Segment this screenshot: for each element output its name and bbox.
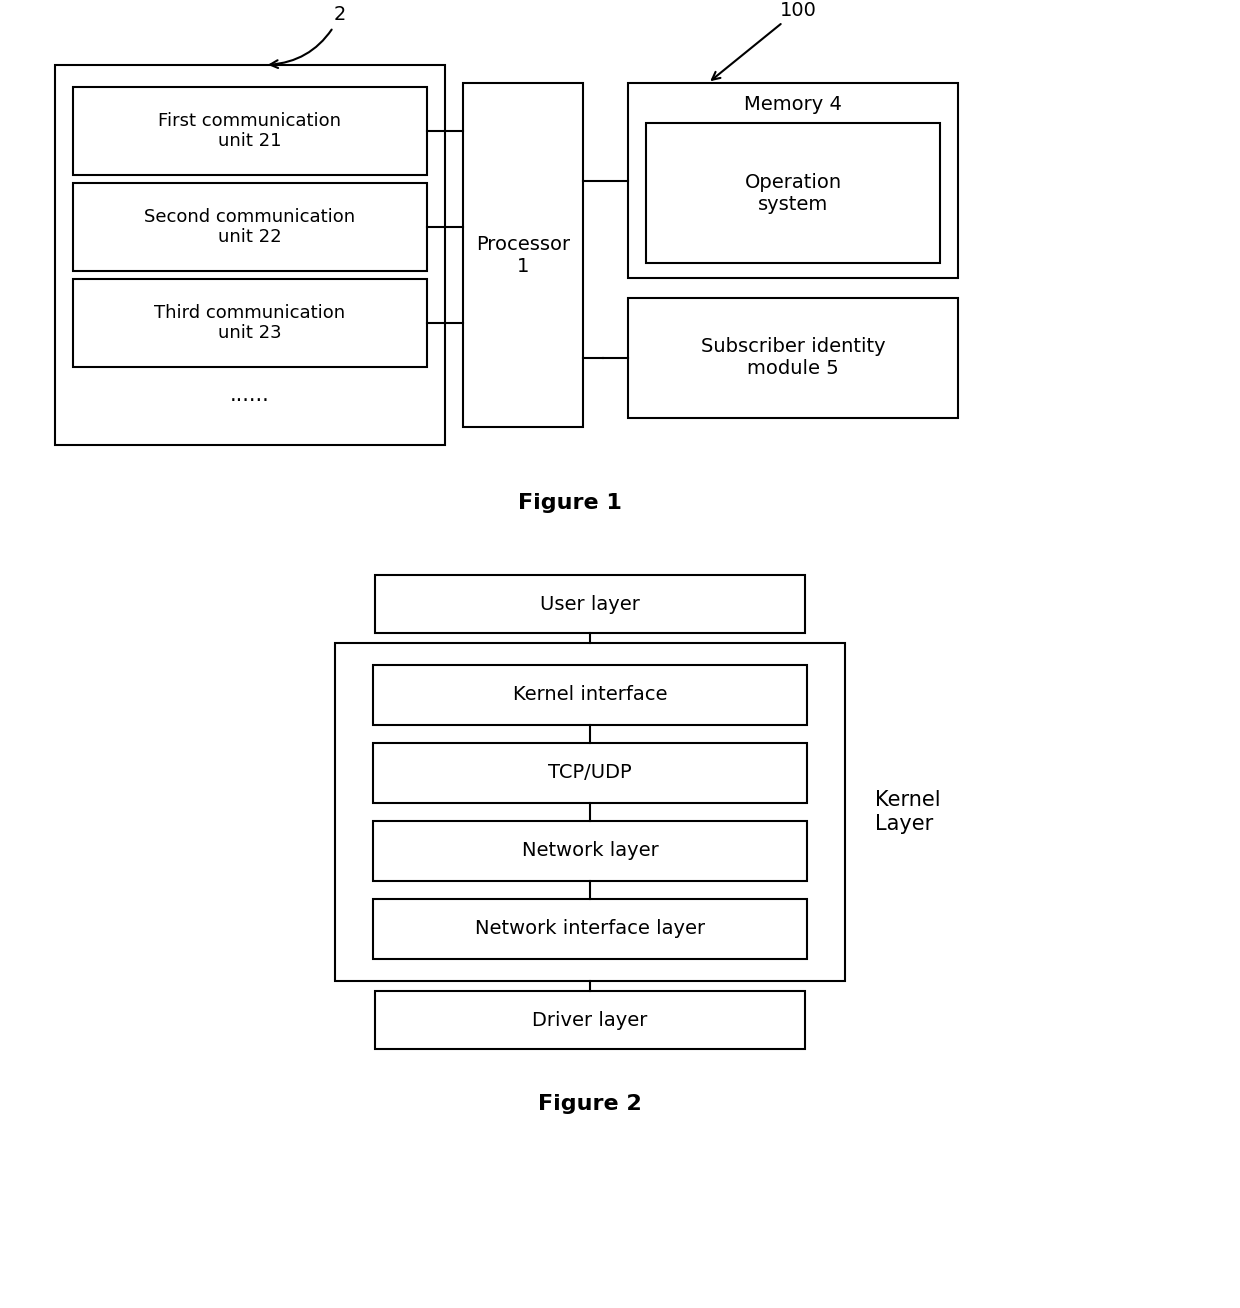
- Text: 100: 100: [712, 0, 816, 80]
- Text: Second communication
unit 22: Second communication unit 22: [144, 208, 356, 246]
- Text: Figure 1: Figure 1: [518, 493, 622, 513]
- Bar: [463, 82, 583, 426]
- Text: TCP/UDP: TCP/UDP: [548, 764, 632, 782]
- Text: Kernel
Layer: Kernel Layer: [875, 790, 941, 833]
- Bar: [55, 65, 445, 445]
- Text: Third communication
unit 23: Third communication unit 23: [155, 303, 346, 343]
- Text: Subscriber identity
module 5: Subscriber identity module 5: [701, 337, 885, 378]
- Text: First communication
unit 21: First communication unit 21: [159, 111, 341, 150]
- Bar: [373, 743, 807, 803]
- Bar: [373, 821, 807, 882]
- Text: ......: ......: [231, 385, 270, 405]
- Bar: [73, 279, 427, 368]
- Bar: [73, 88, 427, 175]
- Text: User layer: User layer: [541, 595, 640, 613]
- Bar: [374, 991, 805, 1049]
- Bar: [335, 644, 844, 981]
- Bar: [646, 123, 940, 263]
- Text: Operation
system: Operation system: [744, 173, 842, 213]
- Text: Driver layer: Driver layer: [532, 1011, 647, 1029]
- Text: Kernel interface: Kernel interface: [513, 685, 667, 705]
- Text: Network interface layer: Network interface layer: [475, 920, 706, 939]
- Text: Processor
1: Processor 1: [476, 234, 570, 276]
- Bar: [373, 664, 807, 725]
- Text: 2: 2: [270, 5, 346, 68]
- Bar: [73, 183, 427, 271]
- Bar: [627, 298, 959, 419]
- Text: Memory 4: Memory 4: [744, 95, 842, 115]
- Bar: [374, 576, 805, 633]
- Text: Figure 2: Figure 2: [538, 1093, 642, 1114]
- Text: Network layer: Network layer: [522, 841, 658, 861]
- Bar: [627, 82, 959, 279]
- Bar: [373, 899, 807, 959]
